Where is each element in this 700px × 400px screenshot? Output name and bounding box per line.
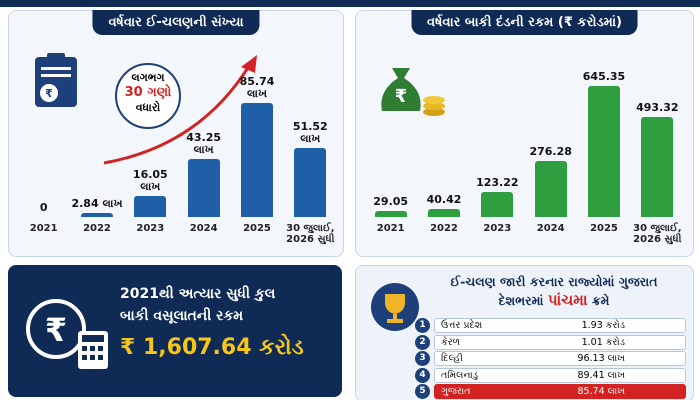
annotation-badge: લગભગ 30 ગણો વધારો — [115, 63, 181, 129]
value-label: 493.32 — [636, 100, 679, 114]
ranking-row: 4 તમિલનાડુ 89.41 લાખ — [415, 367, 686, 383]
chart-title: વર્ષવાર ઈ-ચલણની સંખ્યા — [92, 10, 260, 35]
annotation: લગભગ — [131, 71, 165, 84]
x-tick-label: 2022 — [430, 223, 458, 234]
x-tick-label: 2023 — [136, 223, 165, 234]
state-name: દિલ્હી — [441, 353, 463, 364]
annotation: 30 ગણો — [124, 85, 172, 100]
ranking-heading: ઈ-ચલણ જારી કરનાર રાજ્યોમાં ગુજરાત દેશભરમ… — [424, 272, 684, 310]
ranking-row: 2 કેરળ 1.01 કરોડ — [415, 334, 686, 350]
svg-text:₹: ₹ — [45, 311, 67, 349]
rank-number: 1 — [415, 318, 430, 333]
x-tick-label: 2024 — [536, 223, 565, 234]
svg-text:₹: ₹ — [395, 86, 408, 107]
bar — [534, 160, 567, 217]
state-value: 85.74 લાખ — [577, 386, 625, 397]
value-label: 43.25 લાખ — [186, 131, 222, 157]
ranking-row: 3 દિલ્હી 96.13 લાખ — [415, 351, 686, 366]
x-tick-label: 2022 — [83, 223, 111, 234]
x-tick-label: 30 જુલાઈ, 2026 સુધી — [286, 223, 335, 245]
state-value: 1.93 કરોડ — [581, 320, 625, 331]
ranking-row: 1 ઉત્તર પ્રદેશ 1.93 કરોડ — [415, 318, 686, 333]
x-tick-label: 2025 — [590, 223, 618, 234]
state-value: 1.01 કરોડ — [581, 336, 625, 348]
bar — [134, 195, 167, 217]
value-label: 85.74 લાખ — [239, 74, 275, 100]
bar — [588, 86, 620, 217]
state-value: 96.13 લાખ — [577, 353, 625, 364]
chart-title: વર્ષવાર બાકી દંડની રકમ (₹ કરોડમાં) — [411, 10, 638, 35]
x-tick-label: 2025 — [243, 223, 271, 234]
value-label: 16.05 લાખ — [132, 167, 168, 193]
x-tick-label: 2021 — [29, 223, 58, 234]
ranking-subtitle: દેશભરમાં પાંચમા ક્રમે — [424, 291, 684, 310]
money-bag-icon: ₹ — [381, 68, 445, 116]
value-label: 645.35 — [582, 70, 626, 84]
subtitle-part: દેશભરમાં — [498, 293, 548, 308]
state-name: ગુજરાત — [441, 386, 471, 397]
value-label: 276.28 — [529, 144, 572, 158]
value-label: 29.05 — [373, 195, 409, 209]
summary-panel: ₹ 2021થી અત્યાર સુધી કુલ બાકી વસૂલાતની ર… — [8, 265, 342, 397]
state-name: કેરળ — [441, 336, 461, 348]
invoice-icon: ₹ — [35, 53, 77, 107]
rupee-calculator-icon: ₹ — [26, 299, 108, 369]
top-strip — [0, 0, 700, 7]
subtitle-highlight: પાંચમા — [547, 291, 588, 309]
subtitle-part: ક્રમે — [587, 293, 610, 308]
state-value: 89.41 લાખ — [577, 369, 625, 381]
rank-number: 3 — [415, 351, 430, 366]
value-label: 2.84 લાખ — [71, 197, 123, 211]
plot-area: 29.05 2021 40.42 2022 123.22 2023 276.28 2024 64… — [364, 47, 684, 257]
bar — [294, 148, 327, 217]
state-name: તમિલનાડુ — [441, 369, 478, 381]
annotation: વધારો — [135, 101, 161, 114]
bar — [374, 211, 407, 217]
plot-area: 0 2021 2.84 લાખ 2022 16.05 લાખ 2023 43.25 લાખ 2… — [17, 47, 337, 257]
x-tick-label: 2024 — [189, 223, 218, 234]
x-tick-label: 2023 — [483, 223, 512, 234]
value-label: 40.42 — [426, 192, 462, 206]
ranking-row: 5 ગુજરાત 85.74 લાખ — [415, 384, 686, 399]
bar — [81, 213, 113, 217]
spacer — [120, 331, 121, 332]
bar — [428, 208, 460, 217]
ranking-panel: ઈ-ચલણ જારી કરનાર રાજ્યોમાં ગુજરાત દેશભરમ… — [355, 265, 694, 400]
svg-text:₹: ₹ — [45, 87, 53, 100]
rank-number: 4 — [415, 367, 430, 383]
state-name: ઉત્તર પ્રદેશ — [441, 320, 483, 331]
summary-amount: ₹ 1,607.64 કરોડ — [120, 335, 304, 360]
ranking-title: ઈ-ચલણ જારી કરનાર રાજ્યોમાં ગુજરાત — [450, 274, 658, 289]
value-label: 123.22 — [476, 176, 519, 190]
x-tick-label: 30 જુલાઈ, 2026 સુધી — [633, 223, 682, 245]
summary-line: બાકી વસૂલાતની રકમ — [120, 308, 244, 324]
chart-panel: વર્ષવાર બાકી દંડની રકમ (₹ કરોડમાં) ₹ 29.… — [355, 10, 694, 257]
value-label: 51.52 લાખ — [292, 120, 328, 146]
x-tick-label: 2021 — [376, 223, 405, 234]
rank-number: 2 — [415, 334, 430, 350]
rank-number: 5 — [415, 384, 430, 399]
bar — [481, 192, 514, 217]
value-label: 0 — [39, 201, 48, 214]
chart-panel: વર્ષવાર ઈ-ચલણની સંખ્યા ₹ લગભગ 30 ગણો વધા… — [8, 10, 344, 257]
trophy-icon — [371, 283, 419, 331]
bar — [187, 159, 220, 217]
bar — [641, 116, 674, 217]
summary-text: 2021થી અત્યાર સુધી કુલ બાકી વસૂલાતની રકમ — [120, 283, 275, 327]
growth-arrow — [103, 55, 257, 165]
bar — [241, 102, 273, 217]
summary-line: 2021થી અત્યાર સુધી કુલ — [120, 286, 276, 302]
